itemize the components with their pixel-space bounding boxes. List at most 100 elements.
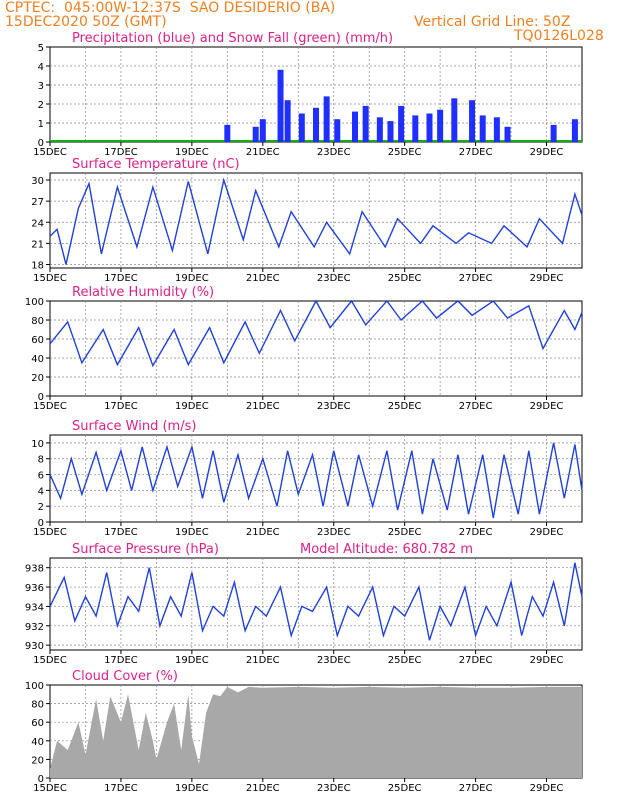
panel-frame-3 — [49, 434, 583, 523]
precip-bar — [493, 117, 500, 142]
xtick-label: 21DEC — [246, 783, 280, 794]
ytick-label: 3 — [38, 81, 44, 92]
precip-bar — [277, 69, 284, 142]
xtick-label: 27DEC — [459, 527, 493, 538]
precip-bar — [259, 119, 266, 142]
ytick-label: 1 — [38, 119, 44, 130]
xtick-label: 25DEC — [388, 273, 422, 284]
ytick-label: 934 — [25, 602, 44, 613]
precip-bar — [387, 121, 394, 142]
xtick-label: 19DEC — [175, 147, 209, 158]
xtick-label: 21DEC — [246, 401, 280, 412]
xtick-label: 15DEC — [33, 783, 67, 794]
xtick-label: 25DEC — [388, 655, 422, 666]
panel-frame-1 — [49, 172, 583, 269]
header-grid-note: Vertical Grid Line: 50Z — [414, 14, 571, 30]
ytick-label: 20 — [31, 755, 44, 766]
precip-bar — [376, 117, 383, 142]
ytick-label: 30 — [31, 176, 44, 187]
xtick-label: 17DEC — [104, 655, 138, 666]
xtick-label: 21DEC — [246, 273, 280, 284]
ytick-label: 938 — [25, 564, 44, 575]
xtick-label: 27DEC — [459, 273, 493, 284]
xtick-label: 23DEC — [317, 401, 351, 412]
xtick-label: 17DEC — [104, 147, 138, 158]
precip-bar — [352, 111, 359, 142]
ytick-label: 20 — [31, 373, 44, 384]
panel-title-3: Surface Wind (m/s) — [72, 419, 196, 434]
xtick-label: 23DEC — [317, 655, 351, 666]
xtick-label: 27DEC — [459, 655, 493, 666]
series-line-4 — [49, 562, 583, 641]
xtick-label: 17DEC — [104, 527, 138, 538]
series-line-2 — [49, 299, 583, 368]
xtick-label: 15DEC — [33, 401, 67, 412]
panel-title-0: Precipitation (blue) and Snow Fall (gree… — [72, 31, 393, 46]
xtick-label: 17DEC — [104, 401, 138, 412]
xtick-label: 17DEC — [104, 273, 138, 284]
ytick-label: 8 — [38, 455, 44, 466]
xtick-label: 29DEC — [530, 401, 564, 412]
ytick-label: 932 — [25, 622, 44, 633]
ytick-label: 10 — [31, 439, 44, 450]
xtick-label: 17DEC — [104, 783, 138, 794]
precip-bar — [323, 96, 330, 142]
xtick-label: 25DEC — [388, 783, 422, 794]
header-line1: CPTEC: 045:00W-12:37S SAO DESIDERIO (BA) — [5, 0, 336, 16]
xtick-label: 15DEC — [33, 527, 67, 538]
panel-title-4: Surface Pressure (hPa) — [72, 542, 219, 557]
ytick-label: 2 — [38, 100, 44, 111]
panel-title-5: Cloud Cover (%) — [72, 669, 178, 684]
xtick-label: 21DEC — [246, 527, 280, 538]
ytick-label: 60 — [31, 718, 44, 729]
xtick-label: 19DEC — [175, 401, 209, 412]
ytick-label: 18 — [31, 260, 44, 271]
ytick-label: 100 — [25, 681, 44, 692]
xtick-label: 23DEC — [317, 527, 351, 538]
precip-bar — [550, 124, 557, 142]
precip-bar — [252, 126, 259, 142]
ytick-label: 2 — [38, 502, 44, 513]
precip-bar — [479, 115, 486, 142]
precip-bar — [298, 113, 305, 142]
xtick-label: 15DEC — [33, 147, 67, 158]
ytick-label: 24 — [31, 218, 44, 229]
ytick-label: 4 — [38, 486, 44, 497]
precip-bar — [504, 126, 511, 142]
ytick-label: 0 — [38, 392, 44, 403]
xtick-label: 29DEC — [530, 527, 564, 538]
ytick-label: 0 — [38, 774, 44, 785]
panel-title-2: Relative Humidity (%) — [72, 285, 214, 300]
ytick-label: 936 — [25, 583, 44, 594]
precip-bar — [398, 105, 405, 142]
precip-bar — [469, 100, 476, 142]
ytick-label: 60 — [31, 335, 44, 346]
xtick-label: 23DEC — [317, 783, 351, 794]
ytick-label: 0 — [38, 138, 44, 149]
xtick-label: 27DEC — [459, 401, 493, 412]
ytick-label: 80 — [31, 316, 44, 327]
ytick-label: 5 — [38, 43, 44, 54]
precip-bar — [362, 105, 369, 142]
panel-frame-4 — [49, 557, 583, 651]
xtick-label: 19DEC — [175, 527, 209, 538]
ytick-label: 27 — [31, 197, 44, 208]
precip-bar — [313, 107, 319, 142]
xtick-label: 25DEC — [388, 527, 422, 538]
precip-bar — [426, 113, 433, 142]
header-line2: 15DEC2020 50Z (GMT) — [5, 14, 167, 30]
xtick-label: 27DEC — [459, 783, 493, 794]
xtick-label: 15DEC — [33, 273, 67, 284]
precip-bar — [284, 100, 291, 142]
ytick-label: 4 — [38, 62, 44, 73]
ytick-label: 100 — [25, 297, 44, 308]
precip-bar — [334, 119, 341, 142]
xtick-label: 25DEC — [388, 147, 422, 158]
xtick-label: 21DEC — [246, 655, 280, 666]
ytick-label: 80 — [31, 700, 44, 711]
xtick-label: 19DEC — [175, 655, 209, 666]
xtick-label: 29DEC — [530, 655, 564, 666]
series-line-3 — [49, 442, 583, 519]
ytick-label: 40 — [31, 354, 44, 365]
